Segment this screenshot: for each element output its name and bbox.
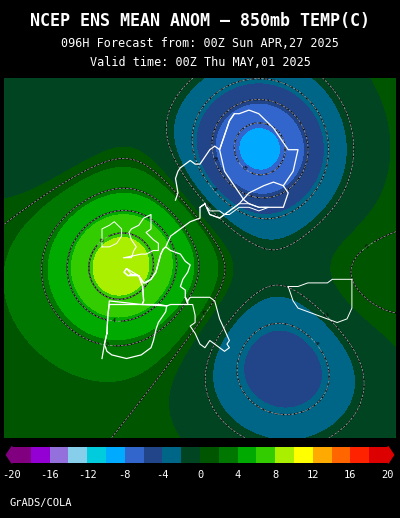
Text: 096H Forecast from: 00Z Sun APR,27 2025: 096H Forecast from: 00Z Sun APR,27 2025 — [61, 37, 339, 50]
Bar — [125, 447, 144, 463]
Bar — [162, 447, 181, 463]
Text: 4: 4 — [112, 319, 116, 324]
Bar — [350, 447, 369, 463]
Text: -6: -6 — [211, 155, 217, 162]
Polygon shape — [388, 447, 394, 463]
Bar — [144, 447, 162, 463]
Bar — [87, 447, 106, 463]
Text: -2: -2 — [321, 311, 329, 319]
Text: 0: 0 — [364, 243, 370, 250]
Bar — [181, 447, 200, 463]
Bar — [219, 447, 238, 463]
Bar — [238, 447, 256, 463]
Bar — [50, 447, 68, 463]
Text: 20: 20 — [382, 470, 394, 480]
Bar — [31, 447, 50, 463]
Bar — [313, 447, 332, 463]
Bar — [256, 447, 275, 463]
Text: 0: 0 — [197, 470, 203, 480]
Bar — [106, 447, 125, 463]
Text: -8: -8 — [240, 164, 248, 172]
Bar — [294, 447, 313, 463]
Text: -16: -16 — [40, 470, 59, 480]
Text: -4: -4 — [210, 185, 218, 194]
Text: -20: -20 — [3, 470, 21, 480]
Polygon shape — [6, 447, 12, 463]
Text: -4: -4 — [312, 340, 320, 348]
Text: -12: -12 — [78, 470, 96, 480]
Bar — [275, 447, 294, 463]
Text: 6: 6 — [99, 237, 106, 243]
Bar — [12, 447, 31, 463]
Text: 4: 4 — [234, 470, 241, 480]
Text: -2: -2 — [203, 202, 211, 209]
Bar — [332, 447, 350, 463]
Text: 8: 8 — [272, 470, 278, 480]
Text: -8: -8 — [118, 470, 131, 480]
Bar — [68, 447, 87, 463]
Text: -4: -4 — [156, 470, 169, 480]
Bar — [200, 447, 219, 463]
Text: 2: 2 — [104, 342, 109, 348]
Text: 12: 12 — [306, 470, 319, 480]
Text: 0: 0 — [203, 310, 209, 316]
Text: GrADS/COLA: GrADS/COLA — [10, 498, 72, 508]
Text: Valid time: 00Z Thu MAY,01 2025: Valid time: 00Z Thu MAY,01 2025 — [90, 56, 310, 69]
Text: NCEP ENS MEAN ANOM – 850mb TEMP(C): NCEP ENS MEAN ANOM – 850mb TEMP(C) — [30, 12, 370, 30]
Bar — [369, 447, 388, 463]
Text: 16: 16 — [344, 470, 357, 480]
